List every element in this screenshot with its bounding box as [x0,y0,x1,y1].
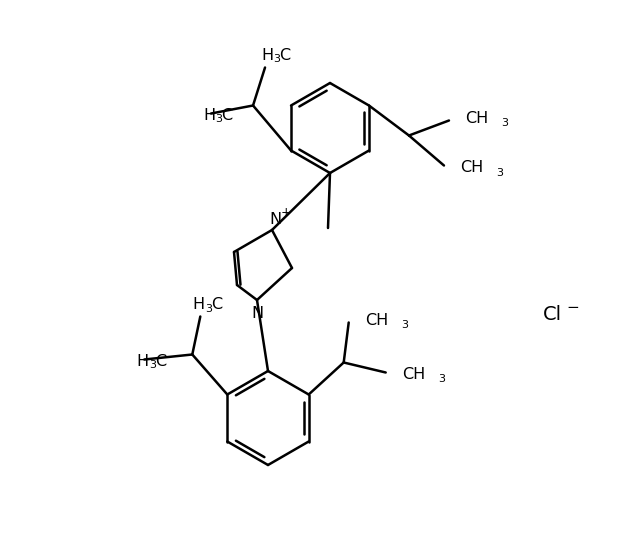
Text: C: C [280,48,291,63]
Text: C: C [155,354,166,369]
Text: N: N [251,307,263,322]
Text: 3: 3 [502,119,508,128]
Text: 3: 3 [438,374,445,384]
Text: −: − [566,301,579,316]
Text: C: C [211,297,222,312]
Text: H: H [203,108,215,123]
Text: CH: CH [365,313,388,328]
Text: 3: 3 [148,360,156,371]
Text: H: H [136,354,148,369]
Text: +: + [281,206,291,219]
Text: Cl: Cl [543,306,562,324]
Text: H: H [261,48,273,63]
Text: 3: 3 [216,114,223,125]
Text: C: C [221,108,232,123]
Text: N: N [269,213,281,228]
Text: 3: 3 [401,321,408,330]
Text: 3: 3 [273,54,280,64]
Text: CH: CH [460,160,484,175]
Text: CH: CH [465,111,488,126]
Text: H: H [192,297,204,312]
Text: CH: CH [402,367,426,382]
Text: 3: 3 [497,168,504,178]
Text: 3: 3 [205,303,212,314]
